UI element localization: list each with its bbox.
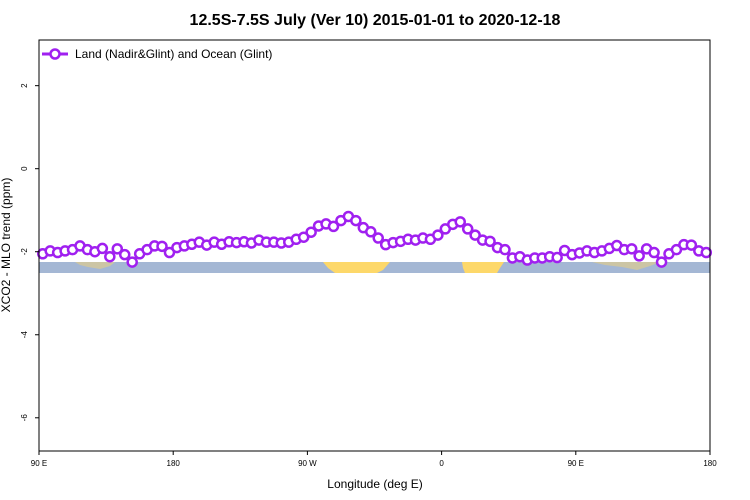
data-point — [454, 216, 466, 228]
legend: Land (Nadir&Glint) and Ocean (Glint) — [42, 47, 272, 61]
data-point — [104, 250, 116, 263]
data-point — [372, 232, 384, 244]
x-tick-label: 90 E — [31, 459, 47, 468]
legend-marker — [49, 48, 61, 60]
y-tick-label: -4 — [20, 331, 29, 339]
data-point — [96, 242, 109, 255]
data-point — [365, 226, 377, 238]
data-point — [499, 243, 511, 256]
data-point — [111, 243, 124, 255]
data-point — [156, 240, 168, 253]
data-point — [685, 239, 698, 251]
data-point — [484, 235, 496, 248]
chart-title: 12.5S-7.5S July (Ver 10) 2015-01-01 to 2… — [190, 12, 561, 29]
data-point — [551, 251, 563, 264]
data-point — [633, 250, 645, 262]
x-tick-label: 180 — [703, 459, 717, 468]
data-point — [126, 256, 138, 268]
data-point — [163, 246, 176, 259]
x-tick-label: 180 — [167, 459, 181, 468]
data-point — [648, 246, 660, 259]
data-point — [670, 243, 683, 256]
land-new-guinea-west — [75, 262, 115, 269]
x-axis: 90 E 180 90 W 0 90 E 180 — [31, 450, 717, 468]
x-tick-label: 90 E — [568, 459, 584, 468]
data-point — [118, 248, 131, 261]
data-point — [469, 229, 481, 241]
x-tick-label: 0 — [439, 459, 444, 468]
legend-label: Land (Nadir&Glint) and Ocean (Glint) — [75, 47, 272, 61]
y-tick-label: -6 — [20, 414, 29, 422]
data-point — [432, 229, 444, 241]
land-africa — [462, 262, 504, 273]
x-tick-label: 90 W — [298, 459, 317, 468]
data-point — [461, 223, 474, 235]
data-point — [327, 220, 340, 233]
data-point — [305, 226, 317, 238]
x-axis-title: Longitude (deg E) — [327, 477, 422, 491]
data-point — [625, 243, 638, 255]
y-tick-label: 0 — [20, 166, 29, 171]
y-tick-label: 2 — [20, 83, 29, 88]
data-point — [350, 214, 362, 227]
land-new-guinea-east — [592, 262, 660, 270]
land-south-america — [323, 262, 390, 273]
y-axis: 2 0 -2 -4 -6 — [20, 40, 40, 451]
y-tick-label: -2 — [20, 248, 29, 256]
series-layer — [36, 210, 713, 268]
map-strip — [39, 262, 710, 273]
y-axis-title: XCO2 - MLO trend (ppm) — [0, 178, 13, 313]
data-point — [297, 231, 310, 243]
data-point — [700, 246, 713, 259]
data-point — [655, 256, 668, 268]
